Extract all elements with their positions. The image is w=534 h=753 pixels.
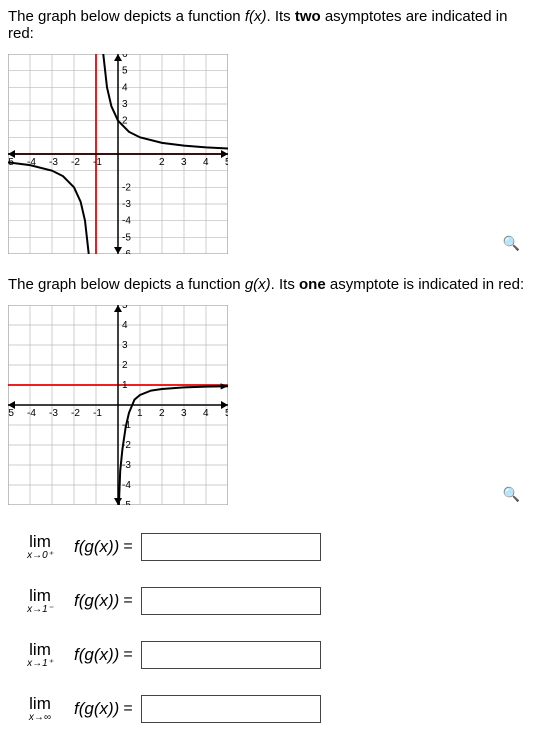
limit-expr: lim x→1⁺ [18, 641, 62, 669]
svg-text:-2: -2 [71, 408, 80, 419]
svg-text:5: 5 [122, 66, 128, 77]
equals: = [123, 538, 132, 556]
graph-g: -5-4-3-2-112345-5-4-3-2-112345 [8, 305, 228, 505]
function-expr: f(g(x)) [74, 699, 119, 719]
svg-text:2: 2 [159, 157, 165, 168]
question-row: lim x→0⁺ f(g(x)) = [18, 529, 526, 565]
svg-text:1: 1 [137, 408, 143, 419]
svg-text:-2: -2 [122, 182, 131, 193]
svg-text:4: 4 [122, 320, 128, 331]
svg-text:-5: -5 [122, 500, 131, 505]
svg-text:-6: -6 [122, 249, 131, 254]
svg-text:-5: -5 [122, 232, 131, 243]
svg-text:-4: -4 [122, 480, 131, 491]
svg-text:4: 4 [122, 82, 128, 93]
svg-text:6: 6 [122, 54, 128, 60]
svg-text:3: 3 [122, 340, 128, 351]
equals: = [123, 700, 132, 718]
svg-text:2: 2 [159, 408, 165, 419]
graph-g-container: -5-4-3-2-112345-5-4-3-2-112345 🔍 [8, 305, 526, 509]
question-row: lim x→1⁺ f(g(x)) = [18, 637, 526, 673]
svg-text:1: 1 [122, 380, 128, 391]
graph-f: -5-4-3-2-12345-6-5-4-3-223456 [8, 54, 228, 254]
svg-text:-3: -3 [122, 199, 131, 210]
svg-text:-5: -5 [8, 408, 14, 419]
svg-text:3: 3 [122, 99, 128, 110]
svg-text:4: 4 [203, 157, 209, 168]
svg-text:3: 3 [181, 408, 187, 419]
question-rows: lim x→0⁺ f(g(x)) = lim x→1⁻ f(g(x)) = li… [18, 529, 526, 727]
zoom-icon[interactable]: 🔍 [503, 486, 520, 503]
answer-input-3[interactable] [141, 695, 321, 723]
svg-text:5: 5 [225, 408, 228, 419]
svg-text:5: 5 [225, 157, 228, 168]
function-expr: f(g(x)) [74, 537, 119, 557]
answer-input-2[interactable] [141, 641, 321, 669]
svg-text:-3: -3 [122, 460, 131, 471]
svg-text:-2: -2 [71, 157, 80, 168]
function-expr: f(g(x)) [74, 591, 119, 611]
graph-f-container: -5-4-3-2-12345-6-5-4-3-223456 🔍 [8, 54, 526, 258]
answer-input-1[interactable] [141, 587, 321, 615]
limit-expr: lim x→0⁺ [18, 533, 62, 561]
svg-text:5: 5 [122, 305, 128, 311]
zoom-icon[interactable]: 🔍 [503, 235, 520, 252]
svg-text:-3: -3 [49, 157, 58, 168]
equals: = [123, 646, 132, 664]
svg-text:-3: -3 [49, 408, 58, 419]
svg-text:-4: -4 [122, 216, 131, 227]
function-expr: f(g(x)) [74, 645, 119, 665]
intro-f: The graph below depicts a function f(x).… [8, 8, 526, 42]
limit-expr: lim x→∞ [18, 695, 62, 723]
svg-text:3: 3 [181, 157, 187, 168]
limit-expr: lim x→1⁻ [18, 587, 62, 615]
answer-input-0[interactable] [141, 533, 321, 561]
svg-text:-1: -1 [93, 408, 102, 419]
intro-g: The graph below depicts a function g(x).… [8, 276, 526, 293]
svg-text:2: 2 [122, 360, 128, 371]
svg-text:-1: -1 [93, 157, 102, 168]
equals: = [123, 592, 132, 610]
question-row: lim x→1⁻ f(g(x)) = [18, 583, 526, 619]
svg-text:4: 4 [203, 408, 209, 419]
svg-text:-4: -4 [27, 408, 36, 419]
question-row: lim x→∞ f(g(x)) = [18, 691, 526, 727]
